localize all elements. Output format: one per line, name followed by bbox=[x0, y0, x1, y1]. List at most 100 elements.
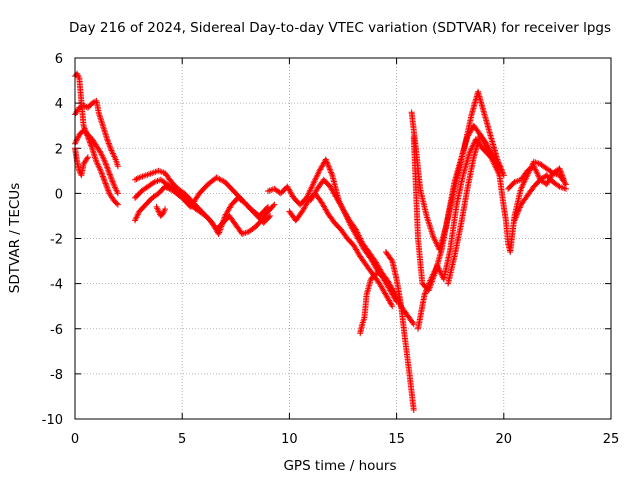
data-point-segment bbox=[363, 277, 374, 298]
x-tick-label: 20 bbox=[496, 432, 513, 447]
series-t13 bbox=[382, 249, 417, 413]
data-point-segment bbox=[357, 322, 365, 337]
data-point-segment bbox=[74, 70, 82, 80]
data-point-segment bbox=[320, 176, 333, 189]
data-point-segment bbox=[181, 190, 193, 202]
data-point-segment bbox=[447, 203, 460, 253]
y-tick-label: -6 bbox=[50, 323, 63, 338]
data-point-segment bbox=[84, 131, 95, 142]
y-tick-label: -10 bbox=[42, 413, 63, 428]
data-point-segment bbox=[404, 312, 416, 326]
data-point-segment bbox=[487, 134, 500, 161]
x-tick-label: 10 bbox=[281, 432, 298, 447]
series-t12 bbox=[357, 269, 383, 337]
series-t3 bbox=[72, 127, 121, 197]
series-t16 bbox=[415, 136, 505, 332]
y-tick-label: -2 bbox=[50, 233, 63, 248]
data-point-segment bbox=[490, 154, 502, 168]
data-point-segment bbox=[245, 225, 257, 235]
data-point-segment bbox=[110, 197, 120, 207]
data-point-segment bbox=[483, 140, 496, 159]
data-point-segment bbox=[410, 134, 421, 240]
data-point-segment bbox=[136, 202, 148, 215]
x-tick-labels: 0 5 10 15 20 25 bbox=[71, 432, 619, 447]
data-point-segment bbox=[481, 111, 494, 139]
series-t7 bbox=[132, 174, 271, 224]
data-point-segment bbox=[500, 203, 509, 222]
data-point-segment bbox=[93, 143, 103, 155]
data-point-segment bbox=[537, 161, 549, 171]
data-point-segment bbox=[144, 180, 156, 190]
data-point-segment bbox=[518, 193, 530, 208]
data-point-segment bbox=[344, 235, 356, 248]
y-axis-label: SDTVAR / TECUs bbox=[7, 183, 23, 293]
data-point-segment bbox=[80, 127, 90, 137]
data-point-segment bbox=[346, 217, 358, 232]
data-point-segment bbox=[136, 172, 148, 181]
data-point-segment bbox=[292, 209, 305, 224]
data-point-segment bbox=[110, 181, 121, 195]
data-point-segment bbox=[496, 172, 507, 209]
series-t17 bbox=[445, 131, 503, 287]
data-point-segment bbox=[460, 151, 473, 179]
data-point bbox=[376, 269, 383, 276]
data-point-segment bbox=[505, 180, 517, 192]
data-point-segment bbox=[222, 203, 234, 219]
data-point-segment bbox=[325, 210, 337, 225]
data-points bbox=[72, 70, 569, 413]
data-point-segment bbox=[415, 293, 428, 332]
data-point-segment bbox=[397, 300, 408, 342]
chart-title: Day 216 of 2024, Sidereal Day-to-day VTE… bbox=[69, 20, 611, 36]
y-tick-label: 2 bbox=[55, 142, 63, 157]
data-point-segment bbox=[417, 185, 430, 218]
data-point-segment bbox=[357, 253, 369, 268]
data-point-segment bbox=[132, 175, 141, 183]
data-point-segment bbox=[423, 212, 436, 238]
data-point-segment bbox=[518, 169, 530, 183]
data-point-segment bbox=[138, 184, 150, 195]
series-t18 bbox=[496, 158, 569, 255]
data-point-segment bbox=[502, 217, 511, 245]
data-point-segment bbox=[162, 183, 176, 194]
data-point-segment bbox=[157, 176, 169, 187]
data-point-segment bbox=[382, 249, 395, 263]
data-point-segment bbox=[80, 102, 90, 110]
data-point-segment bbox=[215, 214, 228, 237]
data-point bbox=[114, 163, 121, 170]
data-point-segment bbox=[385, 278, 397, 295]
data-point-segment bbox=[382, 291, 395, 308]
data-point-segment bbox=[99, 122, 110, 141]
plot-frame bbox=[74, 57, 612, 420]
y-tick-label: 6 bbox=[55, 52, 63, 67]
data-point-segment bbox=[307, 187, 320, 204]
data-point-segment bbox=[303, 182, 316, 201]
data-point-segment bbox=[331, 219, 343, 232]
data-point-segment bbox=[89, 98, 98, 107]
data-point-segment bbox=[230, 188, 245, 202]
series-t20 bbox=[505, 163, 567, 192]
data-point bbox=[264, 203, 271, 210]
data-point-segment bbox=[365, 249, 378, 263]
data-point-segment bbox=[239, 229, 251, 237]
data-point-segment bbox=[556, 165, 567, 182]
data-point-segment bbox=[322, 156, 335, 177]
data-point-segment bbox=[327, 183, 339, 200]
data-point-segment bbox=[475, 88, 488, 116]
x-tick-label: 15 bbox=[388, 432, 405, 447]
data-point-segment bbox=[170, 188, 184, 200]
data-point-segment bbox=[337, 226, 350, 241]
data-point-segment bbox=[363, 262, 376, 277]
data-point-segment bbox=[451, 223, 464, 260]
data-point-segment bbox=[511, 203, 524, 224]
data-point-segment bbox=[155, 208, 163, 218]
y-tick-labels: 6 4 2 0 -2 -4 -6 -8 -10 bbox=[42, 52, 63, 428]
data-point-segment bbox=[402, 337, 413, 376]
data-point bbox=[410, 406, 417, 413]
data-point-segment bbox=[132, 209, 142, 224]
data-point-segment bbox=[372, 258, 384, 274]
x-tick-label: 25 bbox=[603, 432, 620, 447]
data-point-segment bbox=[457, 135, 470, 163]
series-t8 bbox=[153, 203, 169, 219]
data-point-segment bbox=[93, 158, 103, 173]
